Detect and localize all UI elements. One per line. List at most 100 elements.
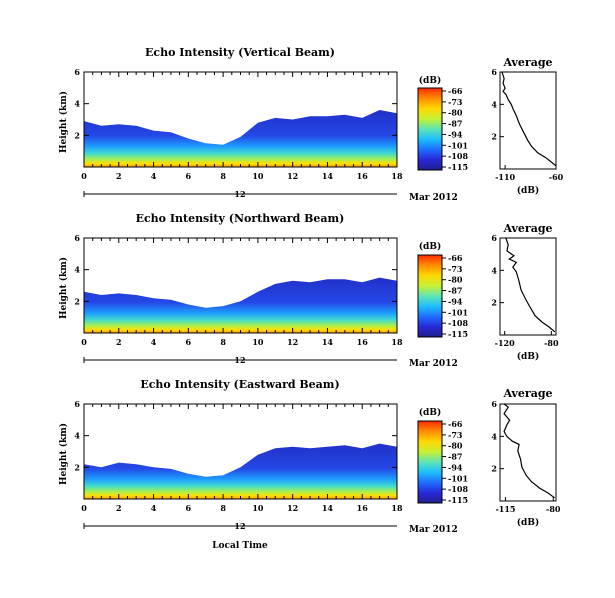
colorbar-tick-label: -115 <box>448 329 468 339</box>
colorbar-tick-label: -73 <box>448 264 463 274</box>
colorbar-tick-label: -87 <box>448 452 462 462</box>
x-tick-label: 14 <box>322 171 334 181</box>
colorbar-tick-label: -94 <box>448 296 463 306</box>
y-tick-label: 6 <box>74 233 80 243</box>
average-y-tick-label: 2 <box>491 132 497 142</box>
x-tick-label: 8 <box>220 337 226 347</box>
average-frame <box>499 403 557 502</box>
average-xlabel: (dB) <box>517 517 539 528</box>
average-profile-plot: 2 4 6 -120 -80 <box>491 233 559 348</box>
day-label: 12 <box>234 521 245 531</box>
colorbar-tick-label: -115 <box>448 495 468 505</box>
average-profile-plot: 2 4 6 -115 -80 <box>491 399 561 514</box>
footer-label: Local Time <box>212 541 268 551</box>
average-title: Average <box>502 222 552 235</box>
x-tick-label: 10 <box>252 337 264 347</box>
average-title: Average <box>502 56 552 69</box>
colorbar: -66-73-80-87-94-101-108-115 <box>417 86 468 172</box>
average-y-tick-label: 4 <box>491 265 497 275</box>
x-tick-label: 6 <box>186 503 192 513</box>
average-y-tick-label: 6 <box>491 67 497 77</box>
colorbar-tick-label: -66 <box>448 86 463 96</box>
x-tick-label: 6 <box>186 337 192 347</box>
average-line <box>505 237 556 333</box>
average-x-tick-label: -120 <box>495 338 515 348</box>
average-xlabel: (dB) <box>517 185 539 196</box>
colorbar-tick-label: -87 <box>448 286 462 296</box>
average-xlabel: (dB) <box>517 351 539 362</box>
colorbar-tick-label: -73 <box>448 97 463 107</box>
y-tick-label: 4 <box>74 99 80 109</box>
x-tick-label: 8 <box>220 171 226 181</box>
colorbar-tick-label: -66 <box>448 253 463 263</box>
echo-field <box>84 110 397 167</box>
heatmap-plot: 0 2 4 6 8 10 12 14 16 18 2 4 6 12 <box>74 67 403 199</box>
colorbar-tick-label: -80 <box>448 441 463 451</box>
heatmap-plot: 0 2 4 6 8 10 12 14 16 18 2 4 6 12 <box>74 233 403 365</box>
x-tick-label: 12 <box>287 503 298 513</box>
colorbar-tick-label: -80 <box>448 275 463 285</box>
colorbar-unit: (dB) <box>419 75 441 86</box>
y-tick-label: 2 <box>74 296 80 306</box>
x-tick-label: 10 <box>252 171 264 181</box>
average-line <box>501 71 557 167</box>
y-tick-label: 4 <box>74 265 80 275</box>
x-tick-label: 10 <box>252 503 264 513</box>
x-tick-label: 14 <box>322 337 334 347</box>
average-y-tick-label: 2 <box>491 464 497 474</box>
x-tick-label: 2 <box>116 337 122 347</box>
x-tick-label: 4 <box>151 503 157 513</box>
average-y-tick-label: 2 <box>491 298 497 308</box>
colorbar-tick-label: -101 <box>448 473 468 483</box>
chart-title: Echo Intensity (Vertical Beam) <box>145 46 335 59</box>
panel-eastward: Echo Intensity (Eastward Beam) Height (k… <box>58 378 561 535</box>
date-label: Mar 2012 <box>409 359 458 369</box>
y-axis-label: Height (km) <box>58 257 69 319</box>
colorbar-tick-label: -66 <box>448 419 463 429</box>
average-y-tick-label: 6 <box>491 399 497 409</box>
y-axis-label: Height (km) <box>58 91 69 153</box>
x-tick-label: 0 <box>81 337 87 347</box>
x-tick-label: 12 <box>287 337 298 347</box>
colorbar-unit: (dB) <box>419 407 441 418</box>
y-tick-label: 4 <box>74 431 80 441</box>
x-tick-label: 18 <box>391 337 403 347</box>
day-label: 12 <box>234 189 245 199</box>
x-tick-label: 12 <box>287 171 298 181</box>
x-tick-label: 18 <box>391 171 403 181</box>
x-tick-label: 0 <box>81 503 87 513</box>
colorbar-bar <box>417 87 443 171</box>
average-x-tick-label: -80 <box>544 338 559 348</box>
echo-field <box>84 277 397 333</box>
average-y-tick-label: 6 <box>491 233 497 243</box>
y-axis-label: Height (km) <box>58 423 69 485</box>
colorbar-bar <box>417 254 443 338</box>
average-x-tick-label: -115 <box>495 504 515 514</box>
colorbar: -66-73-80-87-94-101-108-115 <box>417 253 468 339</box>
x-tick-label: 18 <box>391 503 403 513</box>
colorbar-tick-label: -115 <box>448 162 468 172</box>
colorbar-tick-label: -101 <box>448 307 468 317</box>
x-tick-label: 6 <box>186 171 192 181</box>
colorbar-unit: (dB) <box>419 241 441 252</box>
average-x-tick-label: -110 <box>495 172 515 182</box>
x-tick-label: 2 <box>116 171 122 181</box>
x-tick-label: 4 <box>151 171 157 181</box>
y-tick-label: 2 <box>74 462 80 472</box>
day-label: 12 <box>234 355 245 365</box>
colorbar-tick-label: -108 <box>448 484 468 494</box>
x-tick-label: 16 <box>357 503 369 513</box>
colorbar-tick-label: -94 <box>448 462 463 472</box>
colorbar-tick-label: -101 <box>448 140 468 150</box>
x-tick-label: 8 <box>220 503 226 513</box>
panel-vertical: Echo Intensity (Vertical Beam) Height (k… <box>58 46 564 203</box>
panel-northward: Echo Intensity (Northward Beam) Height (… <box>58 212 559 369</box>
x-tick-label: 14 <box>322 503 334 513</box>
average-frame <box>499 237 557 336</box>
y-tick-label: 2 <box>74 130 80 140</box>
x-tick-label: 16 <box>357 171 369 181</box>
y-tick-label: 6 <box>74 67 80 77</box>
colorbar-tick-label: -87 <box>448 119 462 129</box>
echo-field <box>84 443 397 499</box>
